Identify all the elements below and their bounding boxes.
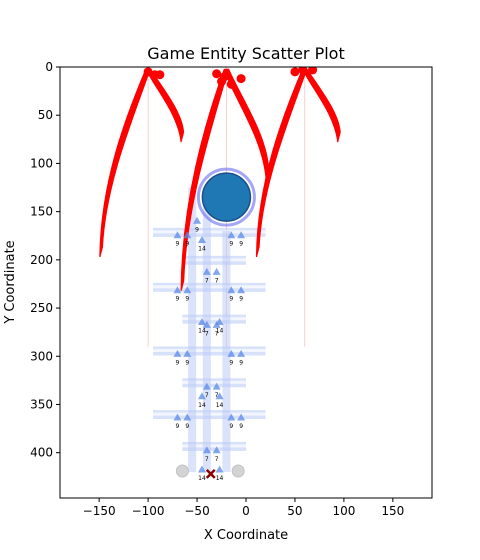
- grid-cell-label: 7: [205, 277, 209, 284]
- spawn-marker: [176, 465, 188, 477]
- x-axis-ticks: −150 −100 −50 0 50 100 150: [83, 498, 405, 518]
- y-tick-label: 250: [30, 301, 53, 315]
- y-tick-label: 400: [30, 446, 53, 460]
- y-axis-label: Y Coordinate: [3, 240, 18, 324]
- tentacle-node: [290, 67, 299, 76]
- grid-cell-label: 9: [185, 296, 189, 303]
- y-tick-label: 0: [45, 60, 53, 74]
- y-tick-label: 350: [30, 397, 53, 411]
- tentacle-node: [237, 74, 246, 83]
- x-tick-label: −100: [132, 504, 165, 518]
- y-tick-label: 150: [30, 205, 53, 219]
- y-tick-label: 200: [30, 253, 53, 267]
- x-tick-label: −150: [83, 504, 116, 518]
- y-tick-label: 50: [38, 108, 53, 122]
- grid-cell-label: 9: [239, 359, 243, 366]
- tentacle-strand: [102, 69, 150, 250]
- grid-column-band: [222, 231, 230, 472]
- tentacle-strand: [303, 69, 338, 142]
- grid-cell-label: 9: [185, 359, 189, 366]
- grid-cell-label: 14: [216, 475, 224, 482]
- x-tick-label: 50: [287, 504, 302, 518]
- grid-cell-label: 7: [215, 277, 219, 284]
- grid-cell-label: 9: [176, 241, 180, 248]
- grid-cell-label: 7: [205, 330, 209, 337]
- grid-cell-label: 9: [239, 241, 243, 248]
- grid-cell-label: 9: [229, 359, 233, 366]
- grid-cell-label: 7: [215, 456, 219, 463]
- tentacle-strand: [146, 69, 181, 142]
- grid-cell-label: 9: [229, 296, 233, 303]
- grid-cell-label: 14: [198, 402, 206, 409]
- y-tick-label: 300: [30, 349, 53, 363]
- tentacle-node: [155, 70, 164, 79]
- grid-cell-triangle: [216, 466, 224, 473]
- x-axis-label: X Coordinate: [204, 528, 288, 543]
- chart-title: Game Entity Scatter Plot: [147, 44, 344, 63]
- grid-cell-label: 9: [239, 423, 243, 430]
- tentacle-strand: [101, 69, 148, 253]
- grid-cell-label: 7: [215, 330, 219, 337]
- tentacle-strand: [102, 69, 149, 251]
- grid-cell-label: 9: [176, 359, 180, 366]
- tentacle-node: [227, 80, 236, 89]
- y-axis-ticks: 0 50 100 150 200 250 300 350 400: [30, 60, 60, 460]
- grid-cell-label: 9: [229, 423, 233, 430]
- grid-cell-label: 9: [239, 296, 243, 303]
- tentacle-strand: [102, 69, 150, 248]
- grid-cell-triangle: [213, 268, 221, 275]
- spawn-marker: [232, 465, 244, 477]
- grid-cell-label: 7: [205, 456, 209, 463]
- grid-cell-label: 7: [205, 392, 209, 399]
- x-tick-label: 150: [381, 504, 404, 518]
- tentacle-node: [217, 77, 226, 86]
- x-tick-label: 100: [332, 504, 355, 518]
- grid-cell-label: 9: [185, 241, 189, 248]
- boss-entity: [202, 173, 250, 221]
- x-tick-label: 0: [242, 504, 250, 518]
- plot-frame: [60, 67, 432, 498]
- grid-cell-label: 14: [198, 475, 206, 482]
- grid-cell-label: 14: [198, 246, 206, 253]
- tentacle-node: [212, 69, 221, 78]
- grid-cell-label: 9: [176, 296, 180, 303]
- grid-cell-label: 9: [195, 226, 199, 233]
- grid-cell-label: 9: [229, 241, 233, 248]
- grid-cell-label: 9: [185, 423, 189, 430]
- grid-cell-label: 14: [216, 402, 224, 409]
- x-tick-label: −50: [184, 504, 209, 518]
- y-tick-label: 100: [30, 156, 53, 170]
- grid-cell-label: 9: [176, 423, 180, 430]
